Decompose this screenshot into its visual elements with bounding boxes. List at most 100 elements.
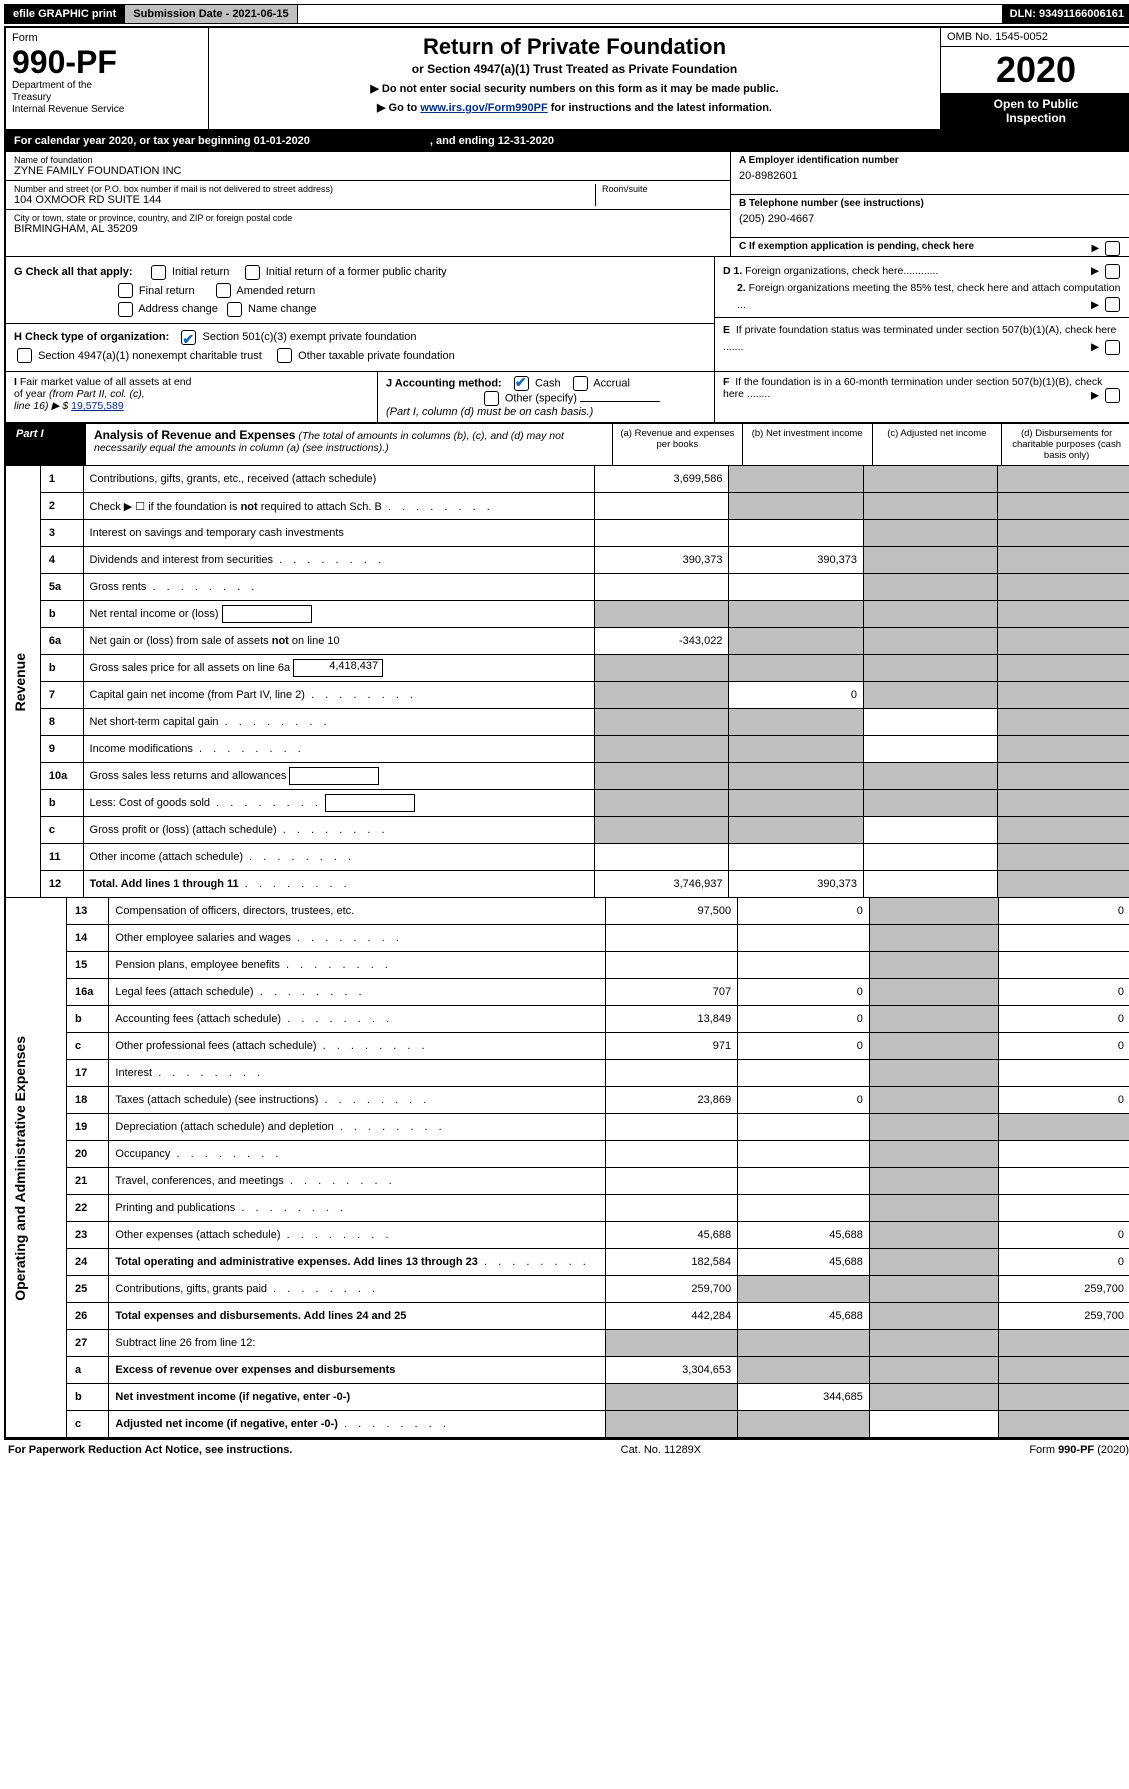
col-c: (c) Adjusted net income xyxy=(872,424,1002,465)
table-row: 25Contributions, gifts, grants paid . . … xyxy=(6,1276,1129,1303)
check-amended[interactable] xyxy=(216,283,231,298)
cell-c xyxy=(869,925,998,952)
line-number: 8 xyxy=(40,709,83,736)
line-desc: Travel, conferences, and meetings . . . … xyxy=(109,1168,605,1195)
check-initial-former[interactable] xyxy=(245,265,260,280)
check-f[interactable] xyxy=(1105,388,1120,403)
check-name[interactable] xyxy=(227,302,242,317)
cell-a xyxy=(594,817,729,844)
cell-b xyxy=(738,925,870,952)
cell-d xyxy=(997,709,1129,736)
line-desc: Gross sales price for all assets on line… xyxy=(83,655,594,682)
check-d1[interactable] xyxy=(1105,264,1120,279)
cell-c xyxy=(869,1195,998,1222)
check-other-tax[interactable] xyxy=(277,348,292,363)
check-accrual[interactable] xyxy=(573,376,588,391)
line-desc: Other professional fees (attach schedule… xyxy=(109,1033,605,1060)
cell-b xyxy=(729,817,864,844)
line-desc: Income modifications . . . . . . . . xyxy=(83,736,594,763)
check-cash[interactable] xyxy=(514,376,529,391)
line-number: b xyxy=(40,790,83,817)
cell-d xyxy=(997,844,1129,871)
cell-b: 45,688 xyxy=(738,1222,870,1249)
cell-d xyxy=(997,682,1129,709)
line-number: c xyxy=(67,1411,109,1438)
table-row: 26Total expenses and disbursements. Add … xyxy=(6,1303,1129,1330)
check-501c3[interactable] xyxy=(181,330,196,345)
header-left: Form 990-PF Department of theTreasuryInt… xyxy=(6,28,209,129)
line-number: 27 xyxy=(67,1330,109,1357)
cell-b: 45,688 xyxy=(738,1249,870,1276)
i-cell: I Fair market value of all assets at end… xyxy=(6,372,378,422)
line-number: c xyxy=(40,817,83,844)
check-c[interactable] xyxy=(1105,241,1120,256)
cell-b xyxy=(729,709,864,736)
cell-a: 45,688 xyxy=(605,1222,737,1249)
cell-a xyxy=(594,844,729,871)
cell-b xyxy=(729,466,864,493)
line-desc: Gross rents . . . . . . . . xyxy=(83,574,594,601)
line-desc: Net rental income or (loss) xyxy=(83,601,594,628)
col-b: (b) Net investment income xyxy=(742,424,872,465)
irs-link[interactable]: www.irs.gov/Form990PF xyxy=(420,102,547,114)
line-number: 25 xyxy=(67,1276,109,1303)
line-number: 24 xyxy=(67,1249,109,1276)
line-desc: Net short-term capital gain . . . . . . … xyxy=(83,709,594,736)
check-other-acct[interactable] xyxy=(484,391,499,406)
col-d: (d) Disbursements for charitable purpose… xyxy=(1001,424,1129,465)
line-desc: Total operating and administrative expen… xyxy=(109,1249,605,1276)
cell-b xyxy=(738,1168,870,1195)
check-e[interactable] xyxy=(1105,340,1120,355)
line-desc: Excess of revenue over expenses and disb… xyxy=(109,1357,605,1384)
cell-c xyxy=(869,1168,998,1195)
cell-c xyxy=(869,1384,998,1411)
cell-a xyxy=(605,1060,737,1087)
cell-b: 390,373 xyxy=(729,871,864,898)
exemption-pending-cell: C If exemption application is pending, c… xyxy=(731,238,1129,255)
cell-d xyxy=(997,466,1129,493)
check-final[interactable] xyxy=(118,283,133,298)
check-d2[interactable] xyxy=(1105,297,1120,312)
cell-b xyxy=(738,1411,870,1438)
line-number: 13 xyxy=(67,898,109,925)
line-number: 2 xyxy=(40,493,83,520)
cell-b xyxy=(738,1330,870,1357)
footer-left: For Paperwork Reduction Act Notice, see … xyxy=(8,1444,292,1456)
cell-d: 0 xyxy=(999,1249,1129,1276)
form-number: 990-PF xyxy=(12,46,202,78)
cell-c xyxy=(864,520,997,547)
check-4947[interactable] xyxy=(17,348,32,363)
table-row: aExcess of revenue over expenses and dis… xyxy=(6,1357,1129,1384)
table-row: bAccounting fees (attach schedule) . . .… xyxy=(6,1006,1129,1033)
line-number: 21 xyxy=(67,1168,109,1195)
check-address[interactable] xyxy=(118,302,133,317)
line-desc: Printing and publications . . . . . . . … xyxy=(109,1195,605,1222)
cell-d xyxy=(999,1411,1129,1438)
line-number: 7 xyxy=(40,682,83,709)
cell-c xyxy=(864,682,997,709)
telephone-cell: B Telephone number (see instructions) (2… xyxy=(731,195,1129,238)
line-desc: Capital gain net income (from Part IV, l… xyxy=(83,682,594,709)
cell-d xyxy=(999,1357,1129,1384)
cell-c xyxy=(864,574,997,601)
omb-number: OMB No. 1545-0052 xyxy=(941,28,1129,47)
cell-d xyxy=(997,655,1129,682)
check-initial[interactable] xyxy=(151,265,166,280)
cell-c xyxy=(869,1141,998,1168)
open-public: Open to PublicInspection xyxy=(941,93,1129,129)
line-number: 14 xyxy=(67,925,109,952)
table-row: 19Depreciation (attach schedule) and dep… xyxy=(6,1114,1129,1141)
table-row: 11Other income (attach schedule) . . . .… xyxy=(6,844,1129,871)
table-row: 4Dividends and interest from securities … xyxy=(6,547,1129,574)
foundation-name-cell: Name of foundation ZYNE FAMILY FOUNDATIO… xyxy=(6,152,730,181)
cell-c xyxy=(869,898,998,925)
table-row: 9Income modifications . . . . . . . . xyxy=(6,736,1129,763)
instr-1: ▶ Do not enter social security numbers o… xyxy=(217,82,932,95)
cell-d: 0 xyxy=(999,1087,1129,1114)
cell-d xyxy=(997,520,1129,547)
g-row: G Check all that apply: Initial return I… xyxy=(14,263,706,319)
line-desc: Net gain or (loss) from sale of assets n… xyxy=(83,628,594,655)
cell-d: 259,700 xyxy=(999,1276,1129,1303)
table-row: 5aGross rents . . . . . . . . xyxy=(6,574,1129,601)
line-desc: Interest . . . . . . . . xyxy=(109,1060,605,1087)
